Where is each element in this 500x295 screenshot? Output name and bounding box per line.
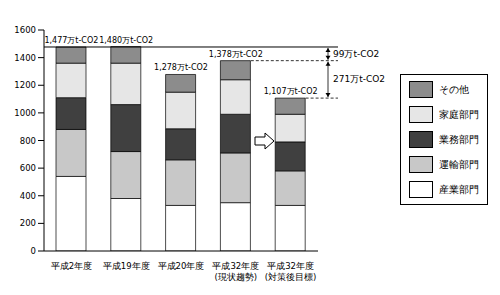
svg-text:平成32年度: 平成32年度 — [212, 261, 259, 271]
svg-text:400: 400 — [20, 191, 36, 201]
html-text:業務部門: 業務部門 — [439, 133, 479, 145]
svg-text:(現状趨勢): (現状趨勢) — [214, 272, 257, 282]
svg-text:1,480万t-CO2: 1,480万t-CO2 — [99, 36, 153, 45]
svg-text:99万t-CO2: 99万t-CO2 — [333, 49, 379, 59]
html-text:運輸部門: 運輸部門 — [439, 158, 479, 170]
html-text:家庭部門: 家庭部門 — [439, 108, 479, 120]
svg-text:1,107万t-CO2: 1,107万t-CO2 — [264, 87, 318, 96]
svg-text:1000: 1000 — [14, 108, 36, 118]
svg-text:平成20年度: 平成20年度 — [158, 261, 205, 271]
svg-text:200: 200 — [20, 218, 36, 228]
svg-text:1400: 1400 — [14, 53, 36, 63]
svg-text:1200: 1200 — [14, 80, 36, 90]
svg-text:(対策後目標): (対策後目標) — [265, 272, 317, 282]
svg-text:平成32年度: 平成32年度 — [267, 261, 314, 271]
svg-text:600: 600 — [20, 163, 36, 173]
svg-text:0: 0 — [31, 246, 36, 256]
html-text:産業部門: 産業部門 — [439, 183, 479, 195]
svg-text:平成19年度: 平成19年度 — [103, 261, 150, 271]
svg-text:平成2年度: 平成2年度 — [51, 261, 92, 271]
svg-text:800: 800 — [20, 136, 36, 146]
svg-text:1600: 1600 — [14, 25, 36, 35]
svg-text:1,378万t-CO2: 1,378万t-CO2 — [209, 50, 263, 59]
svg-text:1,278万t-CO2: 1,278万t-CO2 — [154, 63, 208, 72]
svg-text:271万t-CO2: 271万t-CO2 — [333, 74, 385, 84]
html-text:その他: その他 — [439, 83, 469, 95]
svg-text:1,477万t-CO2: 1,477万t-CO2 — [44, 36, 98, 45]
